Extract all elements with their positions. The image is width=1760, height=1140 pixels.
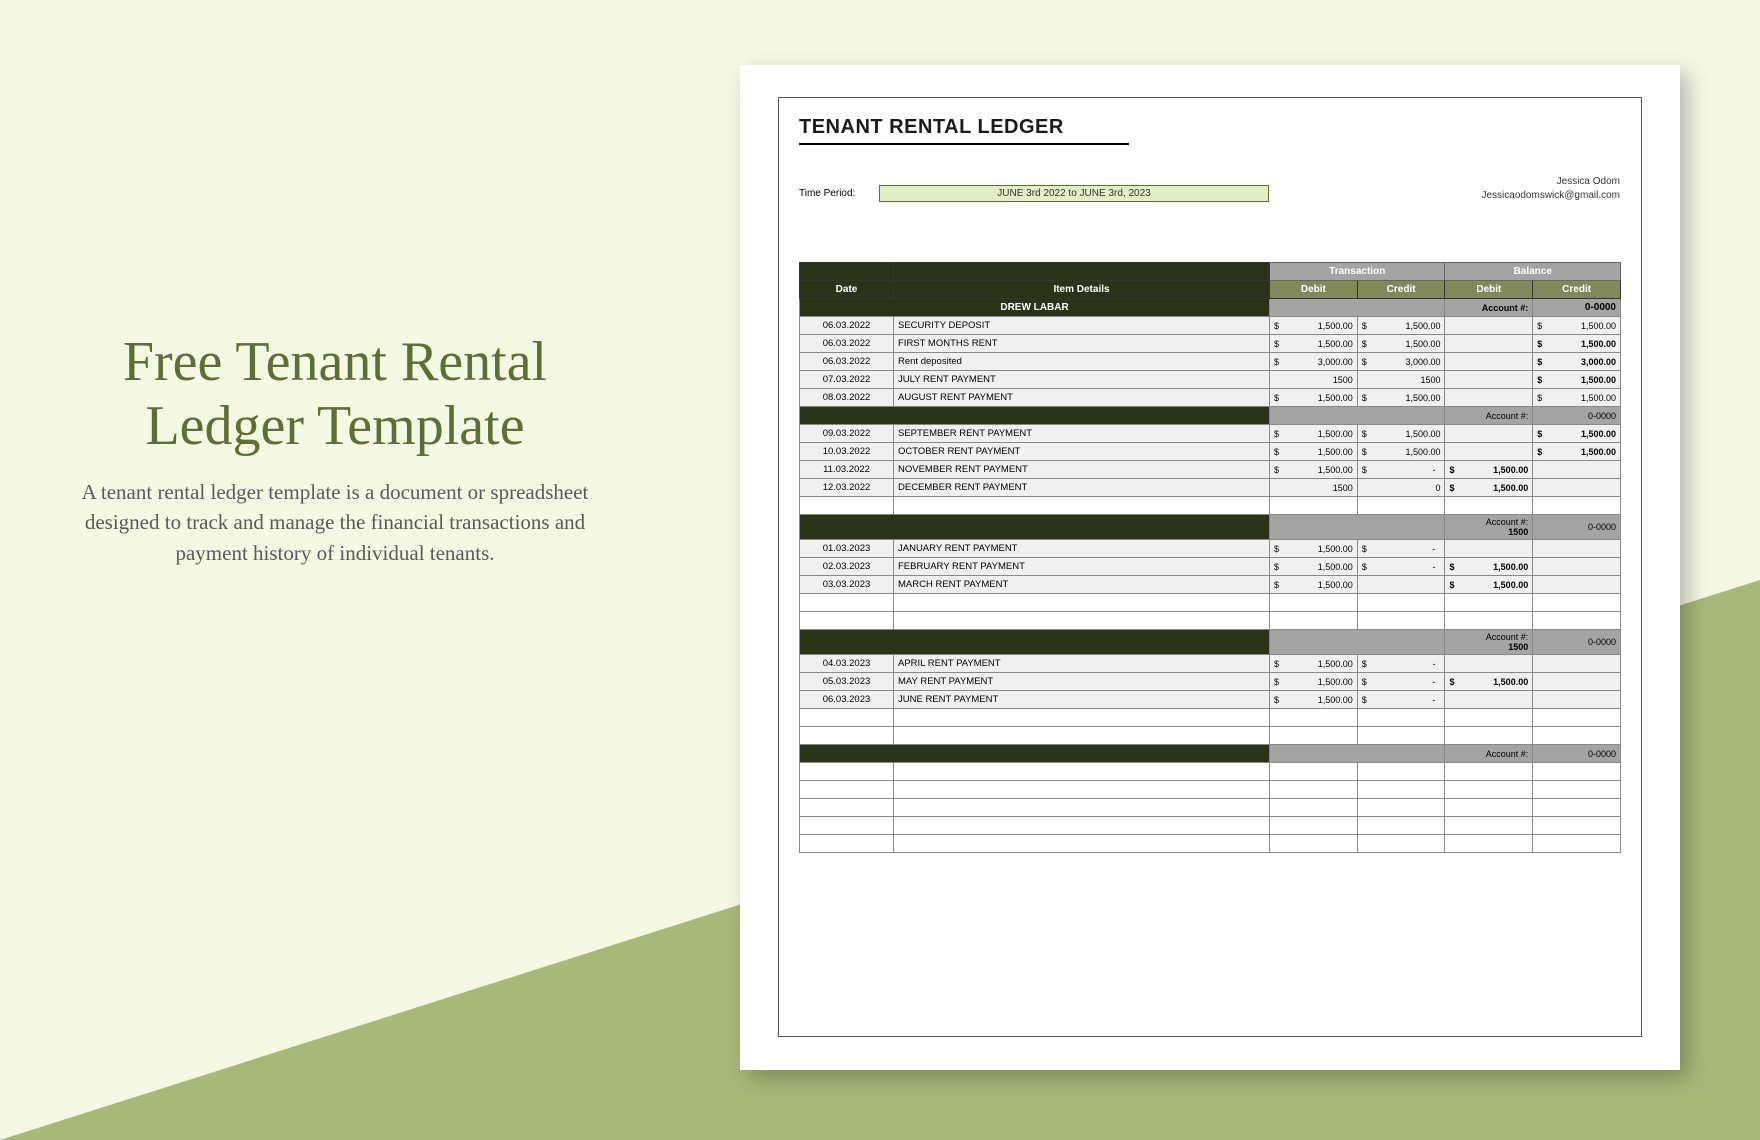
table-row: 06.03.2023JUNE RENT PAYMENT$1,500.00$-	[800, 691, 1621, 709]
account-number: 0-0000	[1533, 299, 1621, 317]
table-row	[800, 594, 1621, 612]
table-row	[800, 497, 1621, 515]
table-row	[800, 817, 1621, 835]
table-row: 11.03.2022NOVEMBER RENT PAYMENT$1,500.00…	[800, 461, 1621, 479]
doc-title: TENANT RENTAL LEDGER	[799, 116, 1129, 145]
header-transaction: Transaction	[1270, 263, 1445, 281]
page-description: A tenant rental ledger template is a doc…	[55, 477, 615, 568]
period-value: JUNE 3rd 2022 to JUNE 3rd, 2023	[879, 185, 1269, 202]
table-row: 04.03.2023APRIL RENT PAYMENT$1,500.00$-	[800, 655, 1621, 673]
table-row: 03.03.2023MARCH RENT PAYMENT$1,500.00$1,…	[800, 576, 1621, 594]
table-row	[800, 612, 1621, 630]
table-row: 10.03.2022OCTOBER RENT PAYMENT$1,500.00$…	[800, 443, 1621, 461]
table-row: 06.03.2022SECURITY DEPOSIT$1,500.00$1,50…	[800, 317, 1621, 335]
table-row	[800, 799, 1621, 817]
table-row: 02.03.2023FEBRUARY RENT PAYMENT$1,500.00…	[800, 558, 1621, 576]
table-row: 09.03.2022SEPTEMBER RENT PAYMENT$1,500.0…	[800, 425, 1621, 443]
table-row: 12.03.2022DECEMBER RENT PAYMENT15000$1,5…	[800, 479, 1621, 497]
table-row: 05.03.2023MAY RENT PAYMENT$1,500.00$- $1…	[800, 673, 1621, 691]
contact-name: Jessica Odom	[1481, 175, 1620, 189]
page-title: Free Tenant Rental Ledger Template	[55, 330, 615, 459]
table-row: 01.03.2023JANUARY RENT PAYMENT$1,500.00$…	[800, 540, 1621, 558]
period-label: Time Period:	[799, 188, 879, 199]
table-row	[800, 835, 1621, 853]
contact-email: Jessicaodomswick@gmail.com	[1481, 189, 1620, 203]
header-tdebit: Debit	[1270, 281, 1358, 299]
table-row: 06.03.2022FIRST MONTHS RENT$1,500.00$1,5…	[800, 335, 1621, 353]
table-row	[800, 781, 1621, 799]
header-bdebit: Debit	[1445, 281, 1533, 299]
table-row	[800, 727, 1621, 745]
header-date: Date	[800, 281, 894, 299]
header-item: Item Details	[894, 281, 1270, 299]
table-row: 07.03.2022JULY RENT PAYMENT15001500$1,50…	[800, 371, 1621, 389]
table-row: 06.03.2022Rent deposited$3,000.00$3,000.…	[800, 353, 1621, 371]
document-preview: TENANT RENTAL LEDGER Time Period: JUNE 3…	[740, 65, 1680, 1070]
table-row	[800, 763, 1621, 781]
header-tcredit: Credit	[1357, 281, 1445, 299]
table-row	[800, 709, 1621, 727]
ledger-table: Transaction Balance Date Item Details De…	[799, 262, 1621, 853]
contact-block: Jessica Odom Jessicaodomswick@gmail.com	[1481, 175, 1620, 203]
tenant-name: DREW LABAR	[800, 299, 1270, 317]
table-row: 08.03.2022AUGUST RENT PAYMENT$1,500.00$1…	[800, 389, 1621, 407]
header-balance: Balance	[1445, 263, 1621, 281]
header-bcredit: Credit	[1533, 281, 1621, 299]
left-panel: Free Tenant Rental Ledger Template A ten…	[55, 330, 615, 568]
